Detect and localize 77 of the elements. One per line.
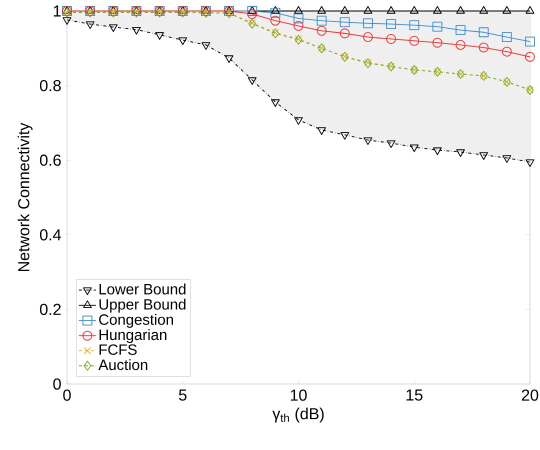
point (502, 6, 512, 14)
point (502, 46, 512, 57)
point (363, 18, 373, 28)
point (502, 32, 512, 42)
point (132, 26, 141, 35)
x-tick-label: 5 (178, 390, 187, 401)
point (294, 20, 304, 31)
point (386, 6, 396, 14)
point (478, 42, 489, 52)
legend-label: FCFS (100, 344, 137, 355)
x-axis-title: γ$_{th}$ (dB) (272, 408, 324, 422)
point (340, 17, 350, 28)
point (456, 40, 466, 50)
y-tick-label: 0.2 (40, 304, 61, 316)
point (317, 6, 326, 14)
point (526, 6, 534, 14)
y-tick-label: 0.6 (40, 154, 61, 166)
legend-label: Hungarian (100, 329, 166, 344)
point (410, 144, 419, 152)
x-tick-label: 20 (522, 390, 538, 401)
point (316, 16, 327, 26)
point (294, 14, 304, 24)
point (502, 155, 512, 163)
point (456, 25, 466, 35)
point (432, 38, 442, 48)
legend-label: Congestion (99, 314, 173, 328)
y-tick-label: 1 (54, 6, 61, 16)
point (271, 6, 280, 14)
point (432, 22, 442, 32)
point (386, 140, 396, 148)
point (525, 36, 535, 47)
point (386, 34, 396, 44)
point (178, 37, 188, 46)
legend-label: Upper Bound (100, 298, 186, 313)
point (340, 132, 350, 140)
point (270, 16, 280, 26)
point (340, 6, 350, 14)
point (340, 28, 350, 38)
legend-label: Auction (98, 359, 148, 370)
point (317, 127, 326, 135)
point (363, 32, 373, 42)
point (525, 52, 535, 62)
point (478, 27, 489, 38)
point (456, 6, 465, 14)
point (62, 17, 72, 25)
point (409, 36, 420, 46)
y-axis-title: Network Connectivity (18, 122, 33, 272)
point (526, 159, 534, 168)
x-tick-label: 0 (63, 390, 71, 401)
x-tick-label: 15 (406, 390, 422, 401)
point (409, 20, 420, 30)
point (224, 55, 234, 63)
point (108, 24, 118, 32)
point (294, 6, 303, 14)
x-tick-label: 10 (290, 390, 307, 401)
point (364, 6, 372, 14)
point (410, 6, 419, 14)
point (386, 19, 396, 29)
point (86, 21, 94, 29)
y-tick-label: 0 (53, 378, 61, 390)
legend-label: Lower Bound (100, 284, 186, 294)
point (479, 6, 488, 14)
point (316, 26, 327, 36)
point (479, 152, 488, 160)
point (433, 147, 442, 156)
point (270, 8, 280, 18)
point (294, 117, 303, 125)
point (271, 99, 280, 107)
point (433, 6, 442, 14)
y-tick-label: 0.8 (40, 80, 61, 92)
point (456, 149, 465, 157)
point (202, 42, 210, 50)
point (364, 137, 372, 146)
point (248, 77, 257, 85)
y-tick-label: 0.4 (40, 229, 62, 240)
point (155, 32, 164, 40)
point (247, 9, 258, 19)
